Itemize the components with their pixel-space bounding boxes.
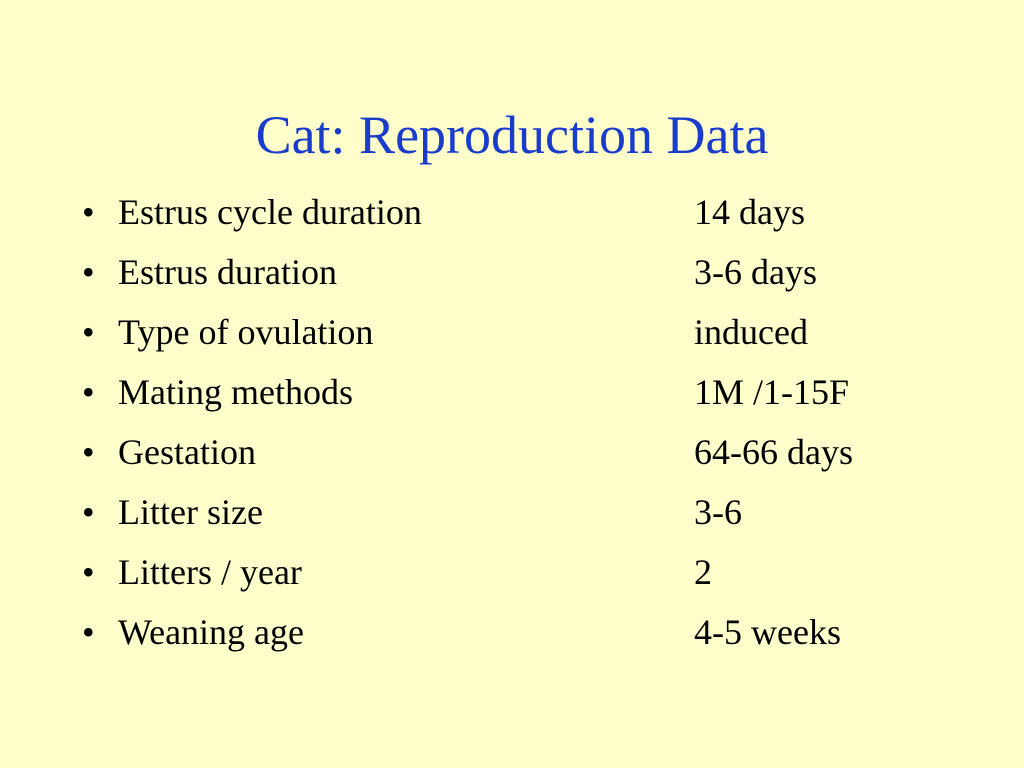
list-item: • Gestation 64-66 days <box>82 422 982 482</box>
list-item: • Litter size 3-6 <box>82 482 982 542</box>
item-label: Estrus duration <box>118 252 337 292</box>
item-value: 3-6 <box>694 492 742 532</box>
item-label: Litter size <box>118 492 263 532</box>
list-item: • Litters / year 2 <box>82 542 982 602</box>
item-value: 3-6 days <box>694 252 817 292</box>
bullet: • <box>82 312 95 352</box>
item-value: 14 days <box>694 192 805 232</box>
bullet: • <box>82 552 95 592</box>
item-value: induced <box>694 312 808 352</box>
item-label: Gestation <box>118 432 256 472</box>
item-label: Type of ovulation <box>118 312 374 352</box>
item-value: 2 <box>694 552 712 592</box>
item-value: 1M /1-15F <box>694 372 850 412</box>
list-item: • Weaning age 4-5 weeks <box>82 602 982 662</box>
item-list: • Estrus cycle duration 14 days • Estrus dur… <box>82 182 982 662</box>
bullet: • <box>82 612 95 652</box>
list-item: • Mating methods 1M /1-15F <box>82 362 982 422</box>
bullet: • <box>82 252 95 292</box>
item-label: Litters / year <box>118 552 302 592</box>
bullet: • <box>82 432 95 472</box>
item-label: Weaning age <box>118 612 305 652</box>
slide-title: Cat: Reproduction Data <box>255 105 769 165</box>
item-label: Estrus cycle duration <box>118 192 422 232</box>
item-value: 64-66 days <box>694 432 853 472</box>
list-item: • Type of ovulation induced <box>82 302 982 362</box>
item-label: Mating methods <box>118 372 353 412</box>
bullet: • <box>82 492 95 532</box>
item-value: 4-5 weeks <box>694 612 841 652</box>
bullet: • <box>82 192 95 232</box>
list-item: • Estrus cycle duration 14 days <box>82 182 982 242</box>
list-item: • Estrus duration 3-6 days <box>82 242 982 302</box>
bullet: • <box>82 372 95 412</box>
